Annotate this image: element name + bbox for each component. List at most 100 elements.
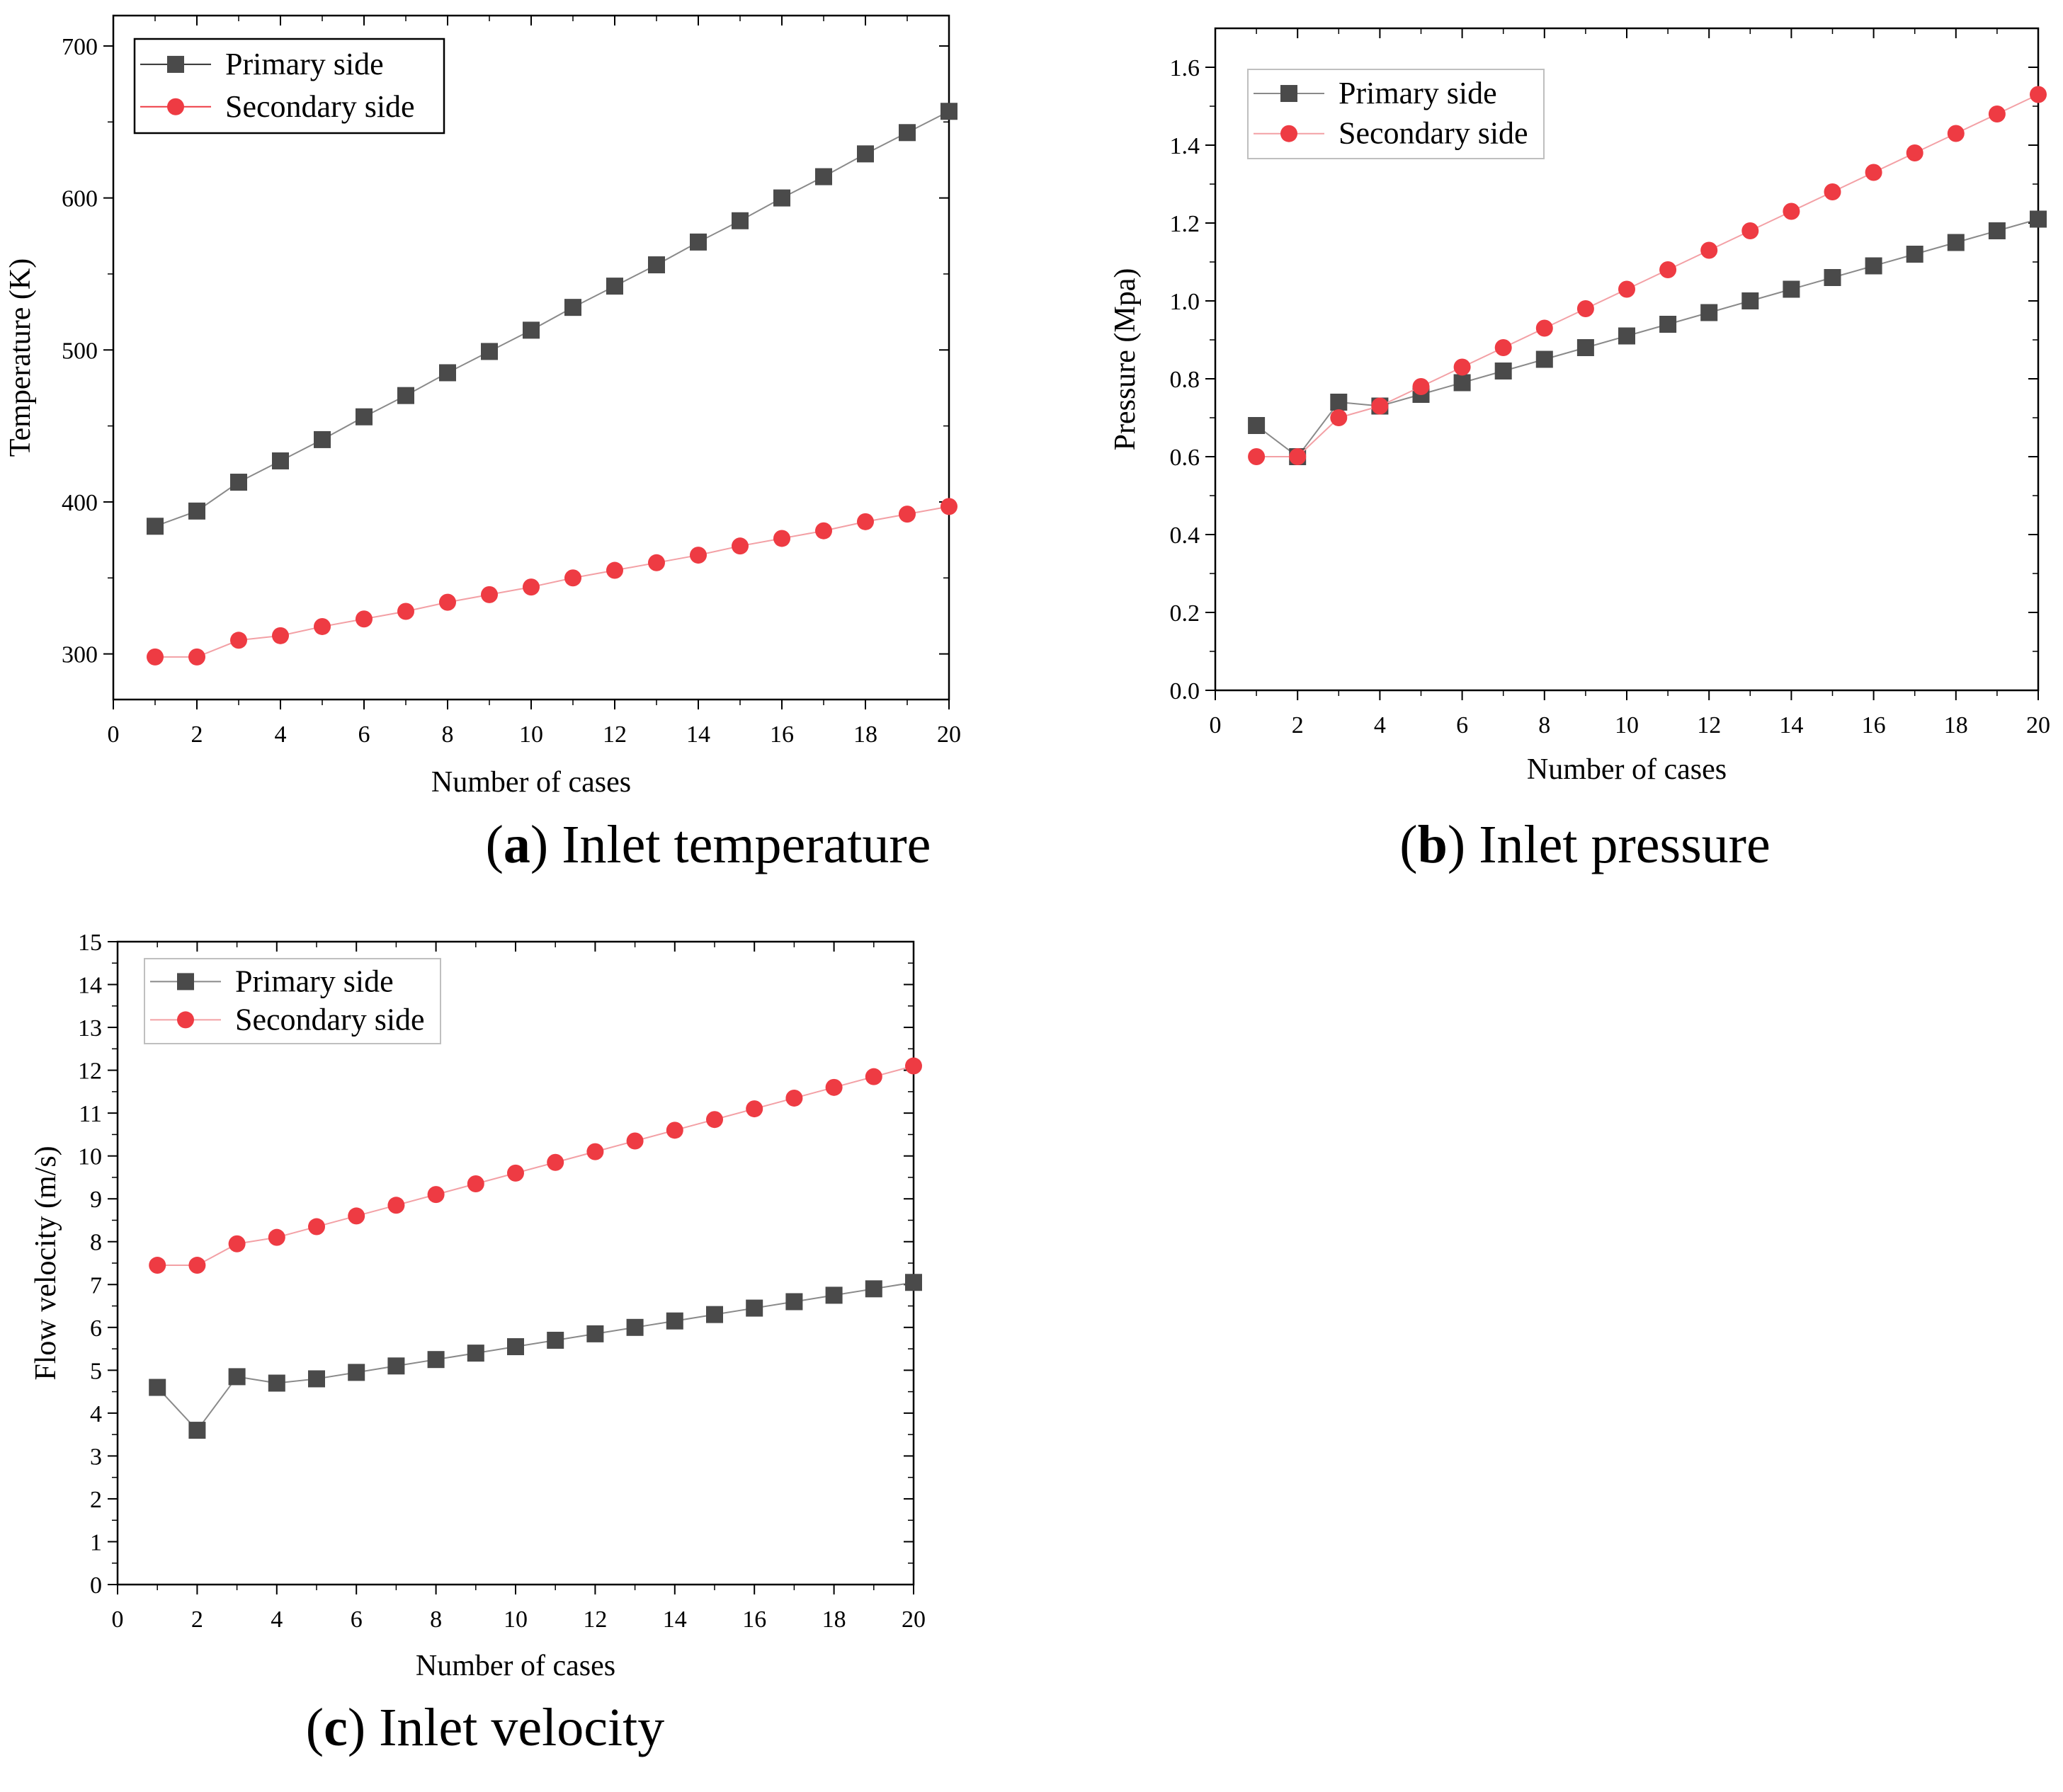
x-tick-label: 20 — [2026, 712, 2050, 738]
data-point-primary — [1700, 304, 1718, 321]
data-point-primary — [825, 1286, 843, 1304]
data-point-secondary — [940, 498, 957, 515]
data-point-primary — [732, 212, 749, 229]
legend-marker-circle — [167, 98, 184, 115]
x-tick-label: 2 — [191, 1606, 203, 1633]
data-point-primary — [626, 1318, 644, 1336]
data-point-primary — [1988, 222, 2006, 239]
x-axis-label: Number of cases — [1527, 753, 1727, 786]
y-tick-label: 12 — [78, 1058, 102, 1085]
y-tick-label: 0.4 — [1170, 523, 1200, 549]
data-point-secondary — [547, 1153, 564, 1171]
data-point-primary — [706, 1306, 723, 1323]
data-point-secondary — [1947, 125, 1965, 142]
x-tick-label: 6 — [358, 721, 370, 748]
data-point-secondary — [1783, 202, 1800, 220]
data-point-secondary — [1494, 339, 1512, 356]
y-axis-label: Pressure (Mpa) — [1109, 268, 1142, 451]
caption-open-paren: ( — [486, 815, 504, 874]
data-point-secondary — [1453, 358, 1471, 376]
data-point-secondary — [387, 1197, 405, 1214]
data-point-secondary — [1988, 105, 2006, 122]
caption-text: Inlet velocity — [379, 1698, 664, 1757]
data-point-secondary — [1865, 164, 1882, 181]
x-tick-label: 4 — [1374, 712, 1386, 738]
data-point-secondary — [507, 1164, 524, 1182]
x-tick-label: 4 — [271, 1606, 283, 1633]
data-point-secondary — [348, 1207, 365, 1225]
data-point-secondary — [1535, 319, 1553, 337]
data-point-primary — [467, 1345, 484, 1362]
data-point-primary — [149, 1379, 166, 1396]
legend: Primary side Secondary side — [1247, 69, 1545, 159]
data-point-primary — [606, 278, 623, 295]
caption-close-paren: ) — [348, 1698, 379, 1757]
data-point-secondary — [149, 1257, 166, 1274]
data-point-primary — [188, 1422, 206, 1439]
chart-c: 0 2 4 6 8 10 12 14 16 18 200123456789101112131415N… — [30, 930, 926, 1757]
data-point-secondary — [1741, 222, 1759, 239]
x-tick-label: 8 — [1538, 712, 1550, 738]
data-point-primary — [387, 1357, 405, 1375]
caption-text: Inlet temperature — [562, 815, 931, 874]
legend-box — [1247, 69, 1545, 159]
legend-box — [133, 38, 445, 135]
data-point-secondary — [147, 648, 164, 666]
data-point-secondary — [2030, 86, 2047, 103]
data-point-secondary — [1659, 261, 1677, 278]
data-point-secondary — [815, 522, 832, 540]
data-point-primary — [857, 145, 874, 163]
y-tick-label: 400 — [62, 490, 98, 516]
y-tick-label: 9 — [90, 1187, 102, 1213]
data-point-primary — [188, 502, 205, 520]
data-point-secondary — [905, 1057, 922, 1075]
data-point-secondary — [648, 554, 665, 571]
data-point-primary — [586, 1325, 604, 1342]
caption: (b) Inlet pressure — [1399, 815, 1770, 874]
data-point-primary — [1330, 394, 1348, 411]
data-point-primary — [564, 299, 581, 316]
data-point-primary — [228, 1368, 246, 1386]
y-tick-label: 4 — [90, 1401, 102, 1427]
y-tick-label: 0.0 — [1170, 678, 1200, 704]
legend-label-primary: Primary side — [1339, 76, 1497, 110]
y-tick-label: 10 — [78, 1144, 102, 1170]
y-tick-label: 0 — [90, 1573, 102, 1599]
y-tick-label: 7 — [90, 1272, 102, 1299]
x-tick-label: 12 — [583, 1606, 607, 1633]
y-tick-label: 300 — [62, 642, 98, 668]
data-point-primary — [773, 189, 790, 207]
data-point-primary — [1576, 339, 1594, 356]
data-point-secondary — [1906, 144, 1923, 161]
data-point-secondary — [690, 547, 707, 564]
data-point-primary — [1618, 327, 1635, 345]
data-point-primary — [230, 474, 247, 491]
y-tick-label: 0.6 — [1170, 445, 1200, 471]
data-point-secondary — [228, 1235, 246, 1252]
data-point-primary — [940, 103, 957, 120]
data-point-secondary — [785, 1089, 803, 1107]
legend: Primary side Secondary side — [144, 958, 441, 1044]
y-tick-label: 13 — [78, 1015, 102, 1041]
y-tick-label: 0.2 — [1170, 600, 1200, 627]
caption-open-paren: ( — [1399, 815, 1417, 874]
data-point-primary — [481, 343, 498, 360]
x-tick-label: 10 — [1615, 712, 1639, 738]
x-tick-label: 16 — [770, 721, 794, 748]
data-point-primary — [899, 124, 916, 142]
y-tick-label: 1.4 — [1170, 133, 1200, 159]
x-tick-label: 18 — [822, 1606, 846, 1633]
data-point-primary — [439, 364, 456, 382]
data-point-secondary — [481, 586, 498, 603]
y-tick-label: 8 — [90, 1230, 102, 1256]
data-point-primary — [785, 1293, 803, 1311]
caption-letter: a — [504, 815, 530, 874]
caption-text: Inlet pressure — [1479, 815, 1771, 874]
data-point-secondary — [857, 513, 874, 530]
data-point-primary — [1783, 280, 1800, 298]
data-point-secondary — [865, 1068, 882, 1085]
y-tick-label: 3 — [90, 1444, 102, 1470]
data-point-primary — [147, 518, 164, 535]
data-point-primary — [507, 1338, 524, 1356]
data-point-secondary — [230, 632, 247, 649]
